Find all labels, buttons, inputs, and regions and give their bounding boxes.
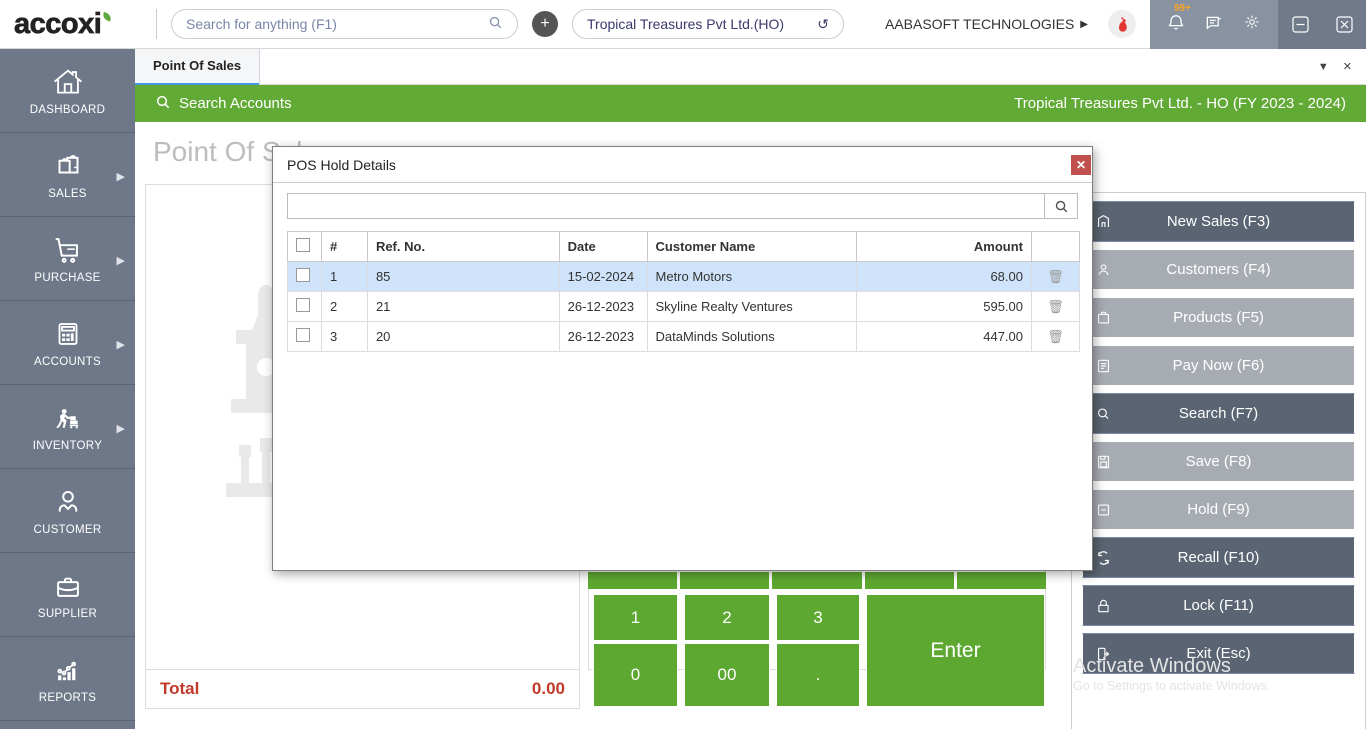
svg-text:accoxi: accoxi (14, 8, 101, 40)
